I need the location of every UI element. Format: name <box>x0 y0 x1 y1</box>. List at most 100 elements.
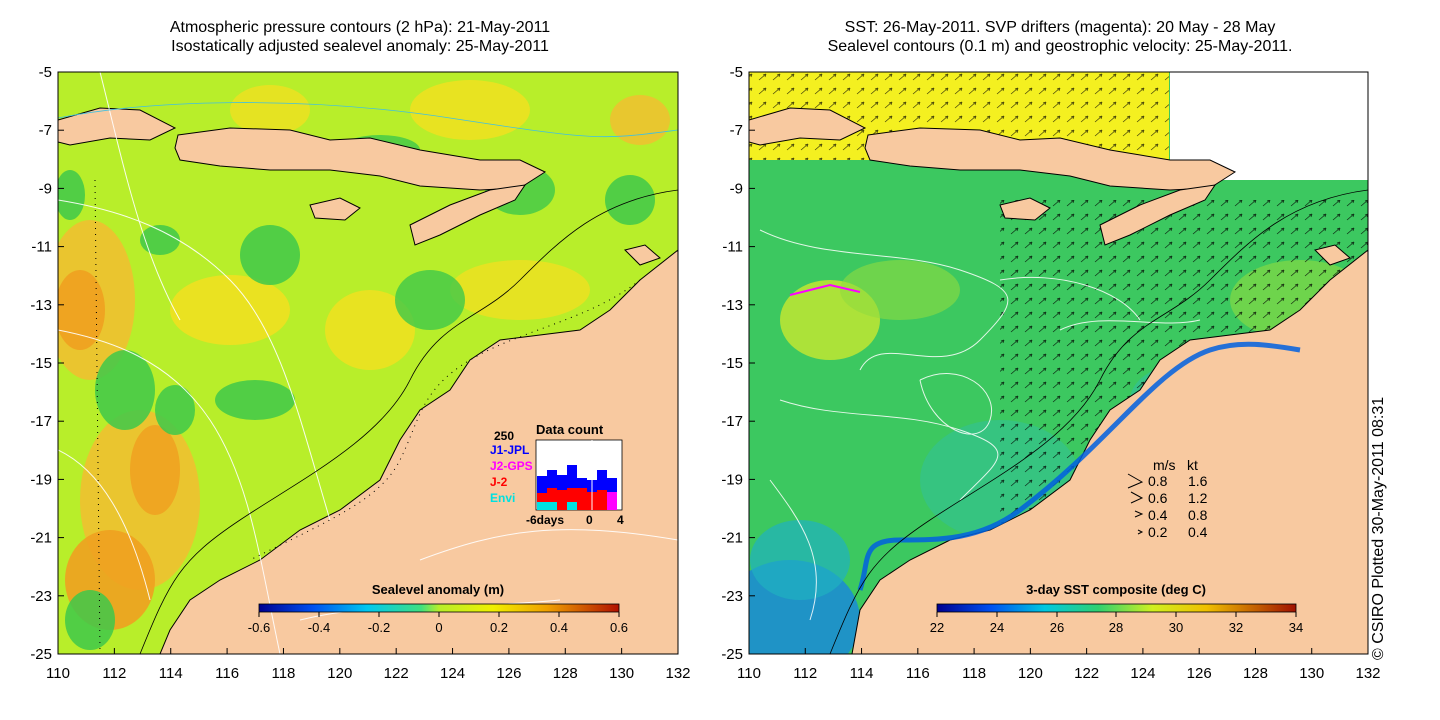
arrow-icon-0-4 <box>1134 510 1144 518</box>
legend-j1-jpl: J1-JPL <box>490 443 529 457</box>
left-y-tick-label: -13 <box>30 297 52 314</box>
left-panel-title: Atmospheric pressure contours (2 hPa): 2… <box>0 18 720 56</box>
left-map <box>58 72 678 654</box>
velocity-ms-value: 0.8 <box>1148 473 1168 489</box>
right-y-tick-label: -13 <box>721 297 743 314</box>
left-x-tick-label: 132 <box>665 665 690 682</box>
right-y-tick-label: -19 <box>721 471 743 488</box>
left-colorbar-label: Sealevel anomaly (m) <box>372 582 504 597</box>
axis-ticks: 110 112 114 116 118 120 122 124 126 128 130 132 -5 -7… <box>30 64 1380 682</box>
sealevel-contours <box>759 229 1201 621</box>
right-y-tick-label: -21 <box>721 530 743 547</box>
right-y-tick-label: -9 <box>730 180 743 197</box>
right-title-line2: Sealevel contours (0.1 m) and geostrophi… <box>827 38 1293 55</box>
velocity-ms-value: 0.4 <box>1148 507 1168 523</box>
velocity-kt-value: 1.2 <box>1188 490 1208 506</box>
coastal-cool-band <box>857 341 1301 591</box>
right-x-tick-label: 130 <box>1299 665 1324 682</box>
legend-j-2: J-2 <box>490 475 508 489</box>
svp-drifter-track <box>789 283 861 296</box>
left-x-tick-label: 122 <box>384 665 409 682</box>
left-land <box>58 107 678 654</box>
right-x-tick-label: 116 <box>906 665 930 682</box>
right-x-tick-label: 112 <box>793 665 817 682</box>
velocity-legend: m/s kt 0.8 1.6 0.6 1.2 0.4 0.8 0.2 0.4 <box>1127 457 1208 540</box>
right-x-tick-label: 118 <box>962 665 986 682</box>
java-island-right <box>749 107 867 146</box>
right-x-tick-label: 124 <box>1130 665 1155 682</box>
data-count-xlabel-start: -6days <box>526 513 564 527</box>
right-land <box>749 107 1368 654</box>
left-colorbar: Sealevel anomaly (m) -0.6 -0.4 -0.2 0 0.… <box>248 582 628 635</box>
left-cbar-tick: 0.2 <box>490 620 508 635</box>
velocity-legend-ms-header: m/s <box>1153 457 1176 473</box>
velocity-kt-value: 0.4 <box>1188 524 1208 540</box>
sumba-island-right <box>999 197 1051 221</box>
left-y-tick-label: -9 <box>39 180 52 197</box>
velocity-ms-value: 0.2 <box>1148 524 1168 540</box>
left-cbar-tick: -0.4 <box>308 620 330 635</box>
right-x-tick-label: 114 <box>850 665 874 682</box>
right-title-line1: SST: 26-May-2011. SVP drifters (magenta)… <box>844 19 1276 36</box>
right-y-tick-label: -23 <box>721 588 743 605</box>
sumba-island <box>309 197 361 221</box>
left-x-tick-label: 110 <box>46 665 70 682</box>
velocity-legend-kt-header: kt <box>1187 457 1198 473</box>
left-x-tick-label: 128 <box>553 665 578 682</box>
right-panel-title: SST: 26-May-2011. SVP drifters (magenta)… <box>710 18 1410 56</box>
right-x-tick-label: 126 <box>1187 665 1212 682</box>
left-x-tick-label: 124 <box>440 665 465 682</box>
left-cbar-tick: 0.4 <box>550 620 568 635</box>
left-cbar-tick: -0.2 <box>368 620 390 635</box>
right-x-tick-label: 120 <box>1018 665 1043 682</box>
right-colorbar-gradient <box>936 603 1297 613</box>
left-x-tick-label: 120 <box>327 665 352 682</box>
left-y-tick-label: -17 <box>30 413 52 430</box>
right-y-tick-label: -11 <box>722 239 743 256</box>
left-x-tick-label: 114 <box>159 665 183 682</box>
data-count-bars <box>537 465 617 510</box>
data-count-xlabel-zero: 0 <box>586 513 593 527</box>
right-x-tick-label: 110 <box>737 665 761 682</box>
timor-island <box>409 184 527 246</box>
left-x-tick-label: 116 <box>215 665 239 682</box>
data-count-xlabel-end: 4 <box>617 513 624 527</box>
left-y-tick-label: -25 <box>30 646 52 663</box>
right-x-tick-label: 132 <box>1355 665 1380 682</box>
melville-island-right <box>1314 244 1351 266</box>
right-map <box>749 72 1368 654</box>
left-colorbar-gradient <box>258 603 620 613</box>
left-title-line2: Isostatically adjusted sealevel anomaly:… <box>171 38 549 55</box>
right-cbar-tick: 32 <box>1229 620 1243 635</box>
left-x-tick-label: 130 <box>609 665 634 682</box>
left-cbar-tick: 0 <box>435 620 442 635</box>
left-y-tick-label: -15 <box>30 355 52 372</box>
right-y-tick-label: -25 <box>721 646 743 663</box>
melville-island <box>624 244 661 266</box>
right-cbar-tick: 30 <box>1169 620 1183 635</box>
right-x-tick-label: 122 <box>1074 665 1099 682</box>
right-colorbar-label: 3-day SST composite (deg C) <box>1026 582 1206 597</box>
right-cbar-tick: 28 <box>1109 620 1123 635</box>
arrow-icon-0-2 <box>1137 529 1144 535</box>
depth-contour-right <box>829 189 1368 654</box>
data-count-title: Data count <box>536 422 604 437</box>
velocity-kt-value: 1.6 <box>1188 473 1208 489</box>
arrow-icon-0-8 <box>1127 473 1144 489</box>
velocity-ms-value: 0.6 <box>1148 490 1168 506</box>
credit-text: © CSIRO Plotted 30-May-2011 08:31 <box>1370 396 1387 660</box>
right-cbar-tick: 22 <box>930 620 944 635</box>
left-cbar-tick: -0.6 <box>248 620 270 635</box>
left-y-tick-label: -5 <box>39 64 52 81</box>
right-y-tick-label: -15 <box>721 355 743 372</box>
velocity-kt-value: 0.8 <box>1188 507 1208 523</box>
left-y-tick-label: -11 <box>31 239 52 256</box>
right-cbar-tick: 26 <box>1050 620 1064 635</box>
right-y-tick-label: -17 <box>721 413 743 430</box>
left-y-tick-label: -23 <box>30 588 52 605</box>
left-cbar-tick: 0.6 <box>610 620 628 635</box>
australia-mainland <box>159 249 678 654</box>
right-colorbar: 3-day SST composite (deg C) 22 24 26 28 … <box>930 582 1303 635</box>
pressure-contours <box>58 72 678 654</box>
right-cbar-tick: 34 <box>1289 620 1303 635</box>
